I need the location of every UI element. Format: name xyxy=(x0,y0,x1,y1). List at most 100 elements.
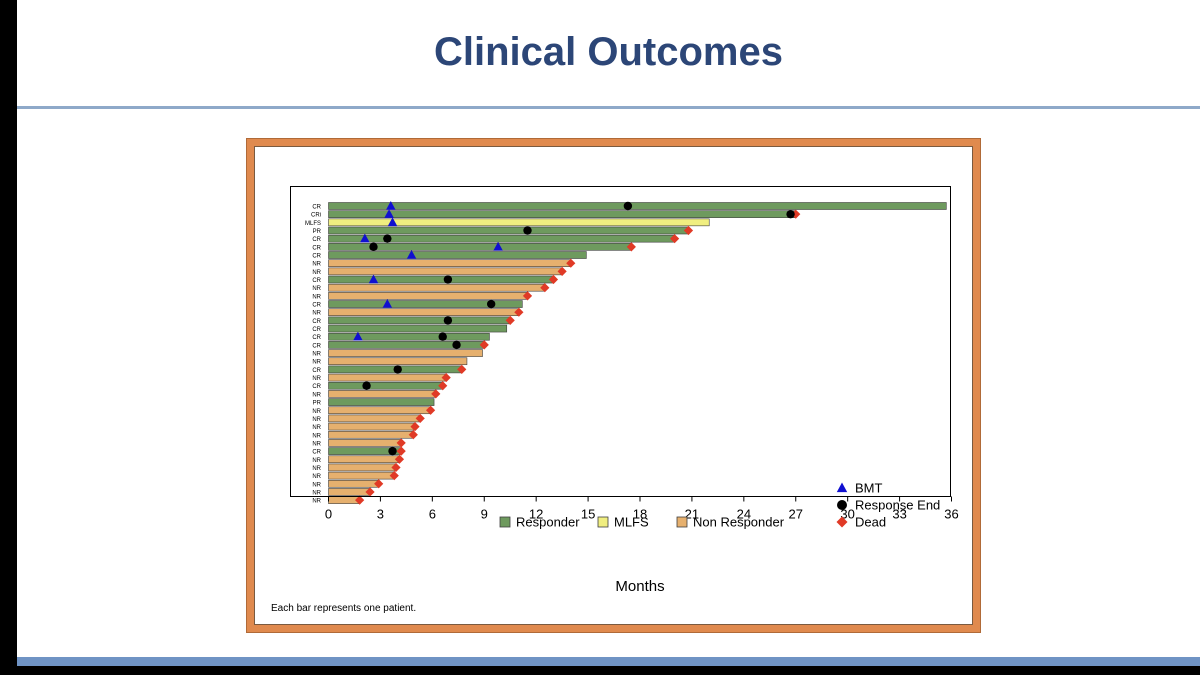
patient-label: NR xyxy=(312,441,321,447)
dead-marker xyxy=(540,283,550,293)
patient-label: PR xyxy=(313,401,322,407)
patient-label: CR xyxy=(312,245,321,251)
patient-label: NR xyxy=(312,360,321,366)
response-end-marker xyxy=(438,332,447,341)
legend: Responder MLFS Non Responder BMT Response En… xyxy=(499,481,940,530)
patient-bar xyxy=(328,251,587,259)
bmt-marker xyxy=(387,217,398,227)
patient-label: CR xyxy=(312,278,321,284)
patient-bar xyxy=(328,324,508,333)
patient-bar xyxy=(328,357,468,366)
left-edge-bar xyxy=(0,0,17,675)
patient-bar xyxy=(328,463,397,472)
legend-swatch xyxy=(676,516,688,528)
x-tick-label: 15 xyxy=(581,507,595,522)
patient-label: CR xyxy=(312,343,321,349)
patient-label: CRi xyxy=(311,213,321,219)
patient-label: NR xyxy=(312,417,321,423)
response-end-marker xyxy=(786,209,795,219)
response-end-marker xyxy=(523,226,532,235)
dead-marker xyxy=(522,291,533,301)
dead-marker xyxy=(548,274,559,285)
legend-label: Dead xyxy=(855,515,886,530)
response-end-marker xyxy=(623,201,633,211)
patient-bar xyxy=(328,292,528,300)
dead-marker xyxy=(626,242,636,252)
patient-bar xyxy=(328,439,402,447)
patient-bars xyxy=(328,202,947,504)
patient-bar xyxy=(328,234,675,243)
x-tick-label: 30 xyxy=(840,507,854,522)
bmt-marker xyxy=(384,209,394,218)
patient-bar xyxy=(328,259,572,267)
bmt-marker xyxy=(382,299,393,308)
legend-label: Non Responder xyxy=(693,515,785,530)
patient-label: NR xyxy=(312,499,321,505)
response-end-marker xyxy=(452,340,461,350)
legend-swatch xyxy=(499,516,511,528)
response-end-marker xyxy=(443,275,453,284)
patient-label: NR xyxy=(312,425,321,431)
x-tick-label: 27 xyxy=(789,507,803,522)
patient-label: NR xyxy=(312,376,321,382)
x-tick-label: 0 xyxy=(325,507,332,522)
response-end-marker xyxy=(388,446,397,456)
title-divider xyxy=(17,106,1200,109)
patient-label: CR xyxy=(312,303,321,309)
legend-bmt-icon xyxy=(836,482,848,493)
patient-bar xyxy=(328,332,490,341)
patient-label: NR xyxy=(312,482,321,488)
dead-marker xyxy=(426,405,436,415)
response-end-marker xyxy=(383,234,392,243)
patient-bar xyxy=(328,398,435,406)
patient-label: NR xyxy=(312,433,321,439)
response-end-marker xyxy=(486,299,496,309)
footer-band xyxy=(17,657,1200,666)
patient-label: NR xyxy=(312,294,321,300)
patient-bar xyxy=(328,308,520,317)
response-end-marker xyxy=(443,316,453,325)
patient-bar xyxy=(328,381,444,390)
dead-marker xyxy=(683,225,694,236)
dead-marker xyxy=(438,381,448,391)
patient-label: CR xyxy=(312,254,321,260)
patient-label: NR xyxy=(312,270,321,276)
footer-edge xyxy=(0,666,1200,675)
response-end-marker xyxy=(369,242,378,252)
bmt-marker xyxy=(386,201,396,210)
patient-label: PR xyxy=(313,229,322,235)
bmt-marker xyxy=(368,274,379,284)
patient-label: CR xyxy=(312,205,321,211)
dead-marker xyxy=(410,421,420,432)
patient-bar xyxy=(328,341,485,349)
patient-label: CR xyxy=(312,384,321,390)
patient-bar xyxy=(328,267,563,276)
dead-marker xyxy=(479,340,489,350)
x-tick-label: 36 xyxy=(944,507,958,522)
x-tick-label: 21 xyxy=(685,507,699,522)
plot-border xyxy=(290,186,951,497)
patient-label: CR xyxy=(312,450,321,456)
event-markers xyxy=(353,201,801,505)
legend-label: Responder xyxy=(516,515,580,530)
legend-label: MLFS xyxy=(614,515,649,530)
x-tick-label: 9 xyxy=(481,507,488,522)
x-tick-label: 3 xyxy=(377,507,384,522)
legend-response-end-icon xyxy=(837,500,847,510)
patient-label: NR xyxy=(312,409,321,415)
dead-marker xyxy=(670,234,680,244)
patient-label: NR xyxy=(312,262,321,268)
patient-bar xyxy=(328,210,797,218)
patient-bar xyxy=(328,496,360,504)
patient-bar xyxy=(328,414,421,423)
patient-bar xyxy=(328,488,371,496)
patient-label: CR xyxy=(312,368,321,374)
x-tick-label: 18 xyxy=(633,507,647,522)
patient-bar xyxy=(328,202,947,210)
patient-label: NR xyxy=(312,490,321,496)
patient-bar xyxy=(328,275,554,284)
response-end-marker xyxy=(393,365,402,374)
x-axis-label: Months xyxy=(615,578,664,595)
chart-panel: CR CRi MLFS PR CR CR CR NR NR CR NR NR CR NR CR CR CR CR N… xyxy=(254,146,973,625)
patient-label: NR xyxy=(312,474,321,480)
